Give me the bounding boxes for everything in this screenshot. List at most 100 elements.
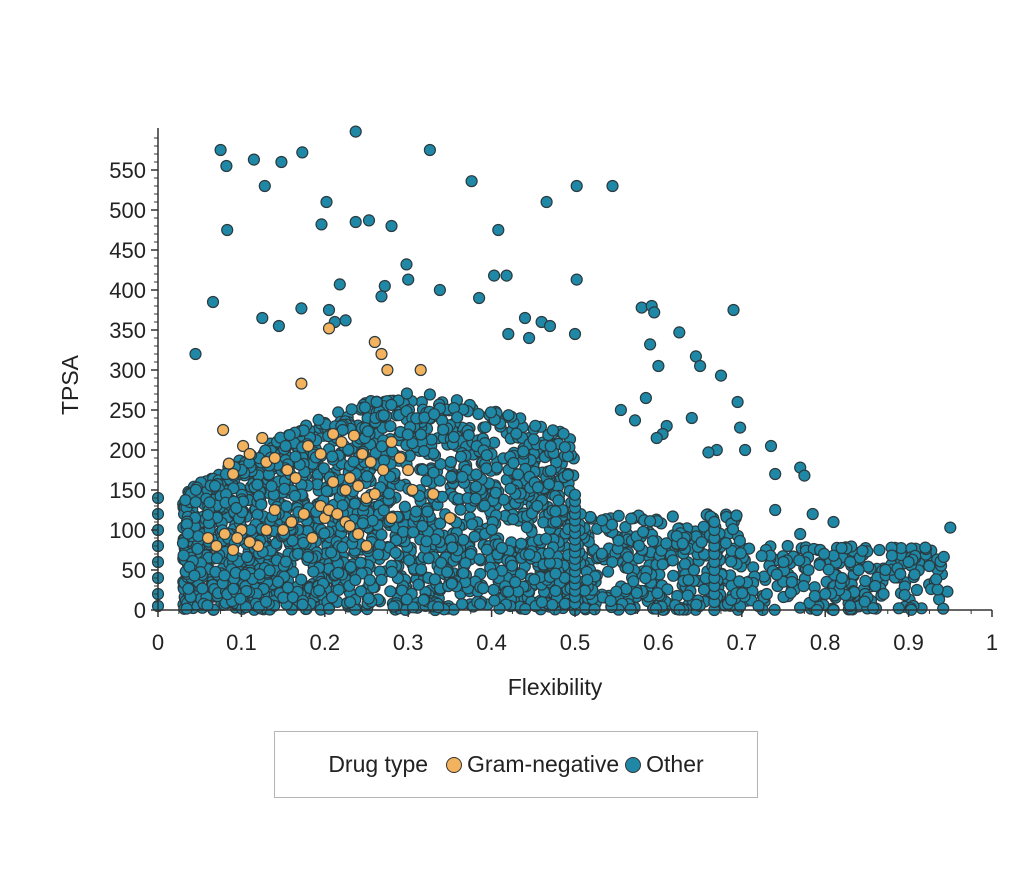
x-tick-label: 0.8 bbox=[810, 630, 841, 655]
point-other bbox=[535, 595, 549, 609]
point-other bbox=[725, 555, 738, 568]
point-other bbox=[296, 598, 309, 611]
point-other bbox=[349, 215, 362, 229]
point-other bbox=[738, 443, 752, 457]
point-other bbox=[656, 558, 669, 571]
point-other bbox=[400, 258, 413, 271]
y-tick-label: 500 bbox=[109, 198, 146, 223]
point-other bbox=[407, 526, 420, 539]
point-other bbox=[227, 582, 240, 595]
point-other bbox=[639, 571, 652, 585]
point-other bbox=[441, 565, 454, 579]
point-other bbox=[281, 581, 294, 594]
point-other bbox=[423, 388, 436, 401]
point-gram-negative bbox=[285, 515, 298, 529]
point-gram-negative bbox=[360, 539, 373, 553]
point-other bbox=[479, 421, 492, 434]
point-other bbox=[502, 585, 515, 598]
point-other bbox=[279, 439, 292, 453]
point-other bbox=[382, 487, 396, 500]
x-tick-label: 0.2 bbox=[310, 630, 341, 655]
point-other bbox=[210, 552, 223, 565]
point-gram-negative bbox=[295, 377, 308, 390]
point-other bbox=[784, 586, 797, 599]
point-gram-negative bbox=[322, 322, 336, 335]
point-other bbox=[377, 504, 390, 517]
point-other bbox=[302, 550, 315, 564]
point-other bbox=[345, 403, 358, 416]
point-other bbox=[206, 295, 220, 309]
y-tick-label: 250 bbox=[109, 398, 146, 423]
point-other bbox=[459, 556, 472, 570]
point-other bbox=[342, 443, 355, 456]
point-other bbox=[433, 283, 446, 297]
point-other bbox=[188, 569, 201, 582]
point-gram-negative bbox=[414, 363, 427, 377]
point-other bbox=[469, 492, 482, 505]
point-other bbox=[484, 406, 498, 419]
legend-label-other: Other bbox=[646, 751, 704, 777]
point-other bbox=[332, 583, 345, 597]
point-other bbox=[462, 429, 475, 442]
point-other bbox=[480, 449, 493, 462]
point-other bbox=[258, 179, 271, 193]
point-gram-negative bbox=[306, 531, 319, 545]
point-gram-negative bbox=[231, 531, 244, 545]
point-other bbox=[196, 582, 209, 595]
point-other bbox=[201, 508, 214, 522]
point-other bbox=[263, 564, 276, 577]
point-other bbox=[605, 518, 619, 531]
point-other bbox=[714, 369, 728, 382]
point-other bbox=[719, 536, 733, 550]
point-other bbox=[931, 583, 944, 596]
point-other bbox=[362, 214, 376, 227]
point-other bbox=[375, 573, 388, 587]
point-other bbox=[504, 482, 517, 495]
point-other bbox=[898, 588, 911, 602]
point-other bbox=[286, 534, 299, 547]
x-tick-label: 0.6 bbox=[643, 630, 674, 655]
point-other bbox=[214, 143, 227, 157]
point-other bbox=[488, 269, 501, 282]
point-other bbox=[873, 543, 886, 557]
point-other bbox=[624, 602, 637, 616]
point-other bbox=[621, 551, 635, 564]
point-other bbox=[650, 431, 663, 445]
point-gram-negative bbox=[368, 487, 381, 501]
point-other bbox=[518, 311, 532, 325]
point-other bbox=[278, 482, 291, 495]
point-other bbox=[220, 159, 233, 173]
point-other bbox=[457, 533, 470, 546]
point-gram-negative bbox=[356, 447, 369, 461]
point-other bbox=[520, 521, 534, 534]
point-gram-negative bbox=[343, 519, 356, 533]
point-other bbox=[844, 599, 857, 613]
point-other bbox=[666, 510, 679, 523]
point-gram-negative bbox=[314, 447, 327, 461]
point-other bbox=[279, 555, 292, 568]
point-other bbox=[595, 514, 609, 527]
point-other bbox=[546, 424, 560, 437]
y-tick-label: 300 bbox=[109, 358, 146, 383]
point-gram-negative bbox=[289, 471, 302, 485]
point-other bbox=[687, 563, 701, 577]
point-gram-negative bbox=[268, 503, 281, 517]
point-other bbox=[230, 501, 243, 515]
y-tick-label: 450 bbox=[109, 238, 146, 263]
point-other bbox=[537, 516, 550, 529]
point-other bbox=[428, 408, 441, 421]
point-other bbox=[457, 566, 470, 580]
point-other bbox=[454, 503, 467, 516]
point-other bbox=[552, 494, 565, 507]
point-other bbox=[444, 455, 457, 469]
point-other bbox=[673, 326, 686, 339]
point-other bbox=[286, 591, 299, 604]
point-other bbox=[798, 469, 811, 482]
y-tick-label: 400 bbox=[109, 278, 146, 303]
point-other bbox=[385, 565, 398, 579]
point-gram-negative bbox=[385, 511, 398, 525]
point-other bbox=[908, 568, 921, 581]
point-other bbox=[420, 474, 433, 487]
point-other bbox=[919, 541, 932, 554]
point-other bbox=[755, 549, 768, 563]
